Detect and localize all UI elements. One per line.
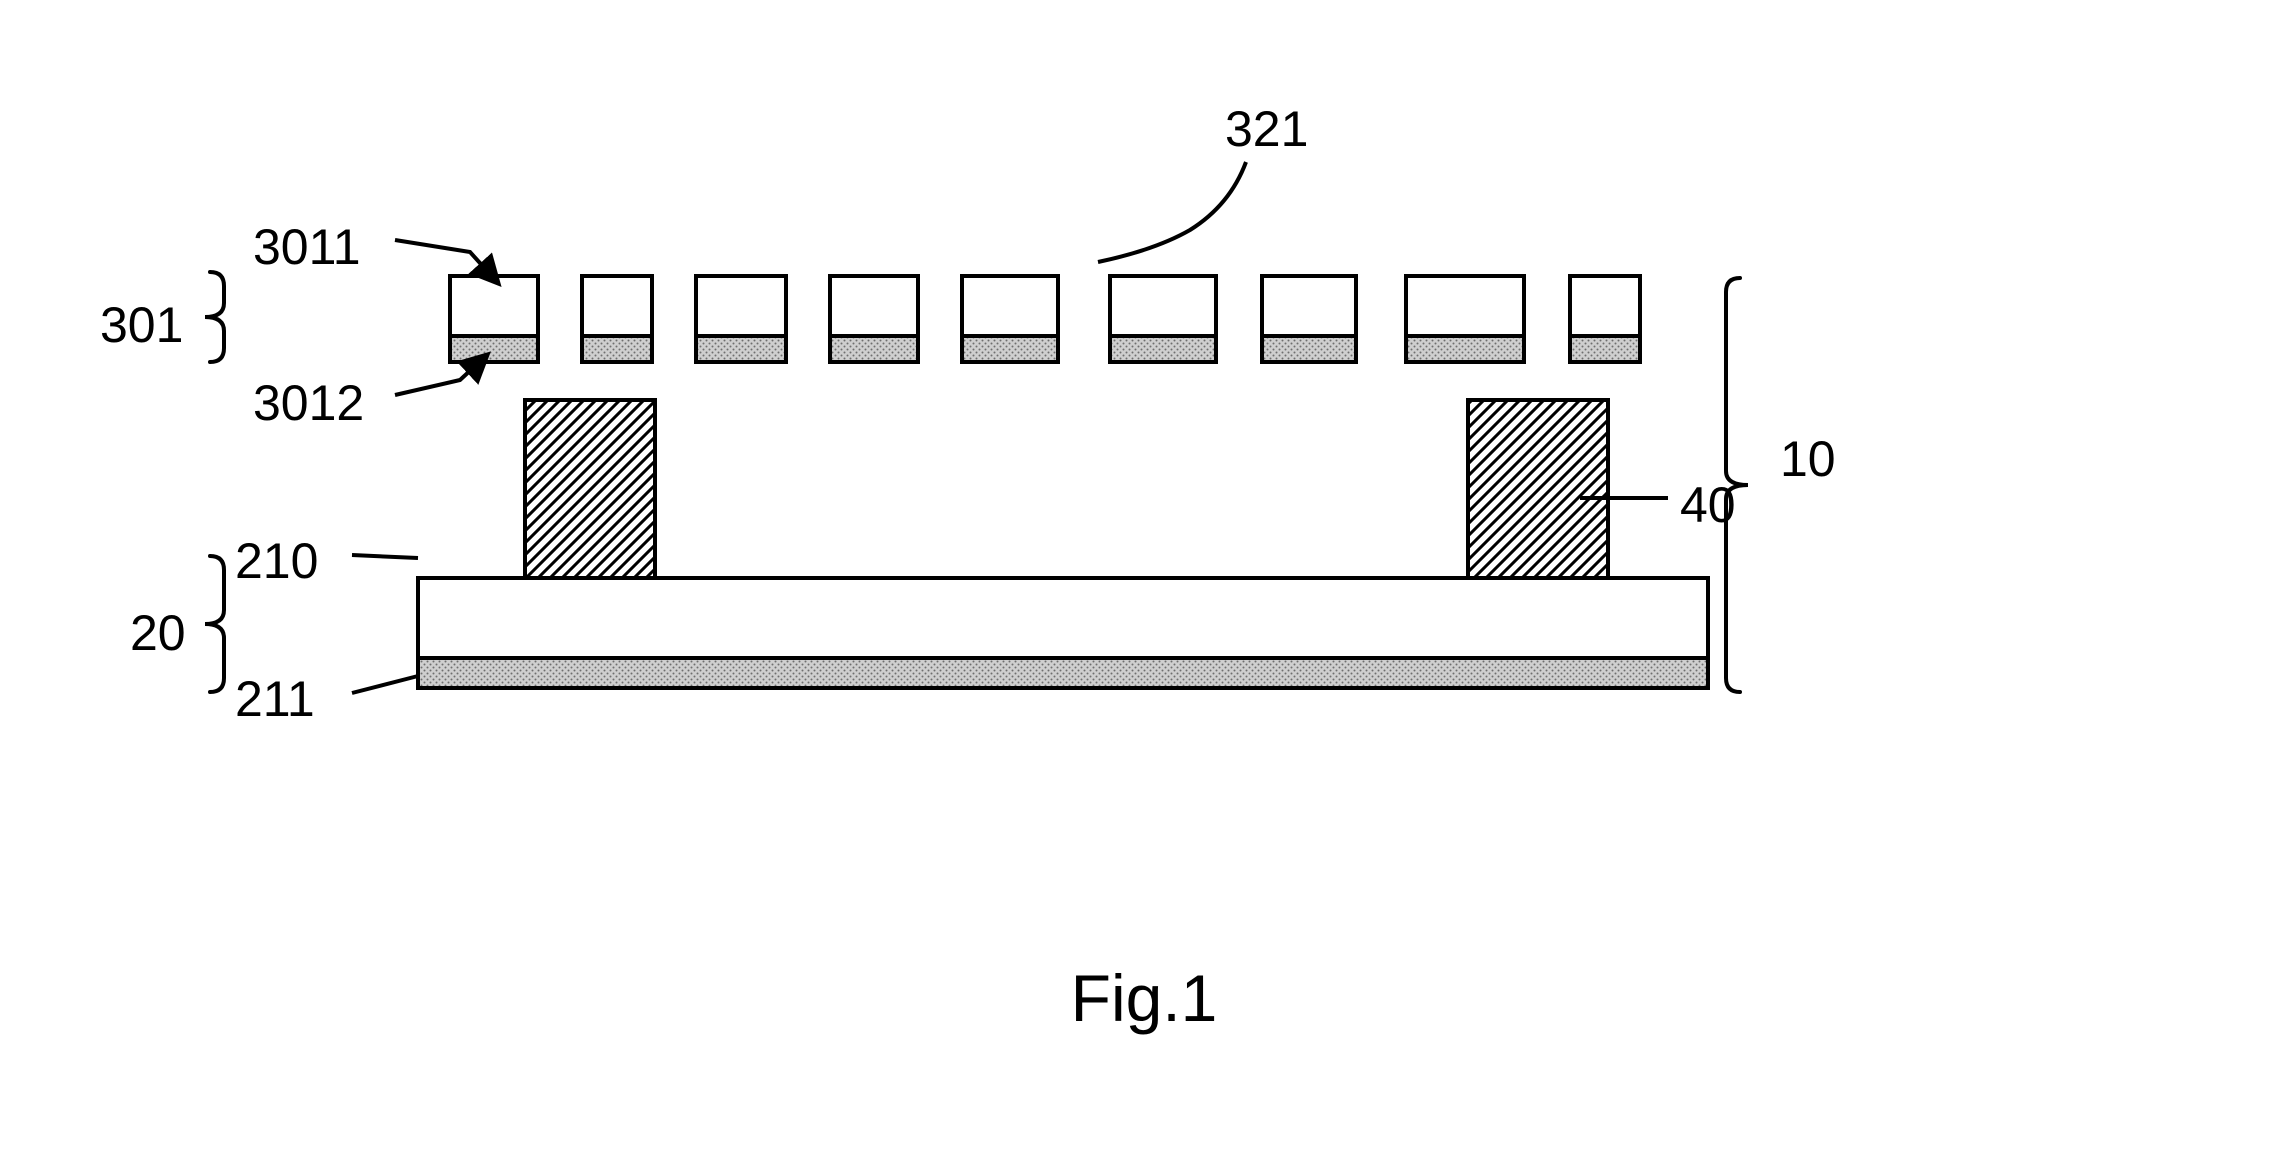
label-210: 210	[235, 532, 318, 590]
layer-3011-5	[1110, 276, 1216, 336]
label-3011: 3011	[253, 218, 361, 276]
element-301-4	[962, 276, 1058, 362]
label-301: 301	[100, 296, 183, 354]
element-301-2	[696, 276, 786, 362]
layer-210	[418, 578, 1708, 658]
br-20	[205, 556, 224, 692]
label-40: 40	[1680, 476, 1736, 534]
element-301-3	[830, 276, 918, 362]
layer-3012-6	[1262, 336, 1356, 362]
layer-3011-6	[1262, 276, 1356, 336]
ld-321	[1098, 162, 1246, 262]
layer-211	[418, 658, 1708, 688]
ld-210	[352, 555, 418, 558]
layer-3012-5	[1110, 336, 1216, 362]
element-301-8	[1570, 276, 1640, 362]
layer-3012-4	[962, 336, 1058, 362]
label-20: 20	[130, 604, 186, 662]
layer-3011-8	[1570, 276, 1640, 336]
element-301-1	[582, 276, 652, 362]
figure-caption: Fig.1	[1071, 960, 1218, 1036]
layer-3012-7	[1406, 336, 1524, 362]
geometry-group	[418, 276, 1708, 688]
br-301	[205, 272, 224, 362]
layer-3012-1	[582, 336, 652, 362]
layer-3011-7	[1406, 276, 1524, 336]
layer-3012-8	[1570, 336, 1640, 362]
layer-3011-4	[962, 276, 1058, 336]
element-301-6	[1262, 276, 1356, 362]
element-301-5	[1110, 276, 1216, 362]
label-211: 211	[235, 670, 315, 728]
layer-3012-0	[450, 336, 538, 362]
sup-right	[1468, 400, 1608, 578]
layer-3012-3	[830, 336, 918, 362]
layer-3011-0	[450, 276, 538, 336]
element-301-7	[1406, 276, 1524, 362]
layer-3011-1	[582, 276, 652, 336]
layer-3012-2	[696, 336, 786, 362]
element-301-0	[450, 276, 538, 362]
layer-3011-2	[696, 276, 786, 336]
label-321: 321	[1225, 100, 1308, 158]
ld-211	[352, 676, 418, 693]
sup-left	[525, 400, 655, 578]
layer-3011-3	[830, 276, 918, 336]
label-3012: 3012	[253, 374, 364, 432]
label-10: 10	[1780, 430, 1836, 488]
